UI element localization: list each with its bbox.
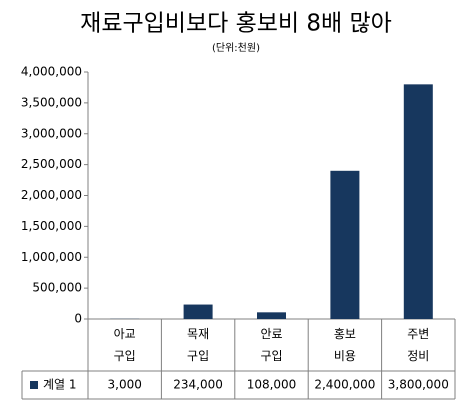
- bar: [403, 84, 433, 319]
- table-value: 3,000: [108, 378, 142, 392]
- y-tick-label: 1,500,000: [21, 219, 82, 233]
- chart-title: 재료구입비보다 홍보비 8배 많아: [80, 11, 392, 37]
- table-value: 234,000: [173, 378, 223, 392]
- x-tick-label: 목재 구입: [187, 327, 209, 363]
- legend-label: 계열 1: [43, 378, 77, 392]
- y-tick-label: 2,000,000: [21, 188, 82, 202]
- legend-swatch: [30, 381, 38, 389]
- x-tick-label: 주변 정비: [407, 327, 429, 363]
- y-tick-label: 1,000,000: [21, 250, 82, 264]
- y-tick-label: 500,000: [32, 281, 82, 295]
- x-tick-label: 홍보 비용: [334, 327, 356, 363]
- bar: [257, 312, 286, 319]
- y-tick-label: 0: [74, 312, 82, 326]
- table-value: 2,400,000: [314, 378, 375, 392]
- chart-subtitle: (단위:천원): [212, 41, 260, 54]
- y-tick-label: 3,500,000: [21, 95, 82, 109]
- table-value: 108,000: [247, 378, 297, 392]
- y-tick-label: 4,000,000: [21, 65, 82, 79]
- bar: [183, 304, 213, 319]
- bar: [330, 170, 360, 319]
- y-tick-label: 2,500,000: [21, 157, 82, 171]
- y-tick-label: 3,000,000: [21, 126, 82, 140]
- x-tick-label: 아교 구입: [114, 327, 136, 363]
- table-value: 3,800,000: [388, 378, 449, 392]
- x-tick-label: 안료 구입: [260, 327, 282, 363]
